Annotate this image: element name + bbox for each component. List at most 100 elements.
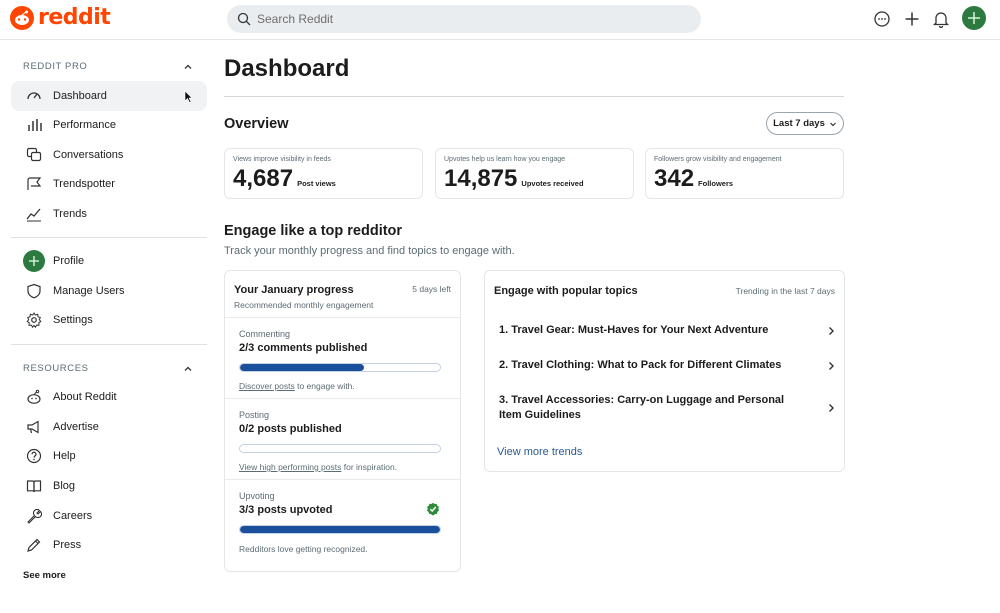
sidebar-item-manage-users[interactable]: Manage Users <box>11 276 207 306</box>
page-title: Dashboard <box>224 55 350 82</box>
stat-label: Upvotes received <box>521 179 584 188</box>
sidebar-item-label: Press <box>53 539 82 551</box>
card-divider <box>225 398 460 399</box>
section-heading-label: RESOURCES <box>23 363 89 374</box>
progress-hint: Redditors love getting recognized. <box>239 544 368 554</box>
chevron-up-icon[interactable] <box>183 62 193 72</box>
sidebar-item-press[interactable]: Press <box>11 530 207 560</box>
sidebar-divider <box>11 344 207 345</box>
chevron-up-icon[interactable] <box>183 364 193 374</box>
sidebar-item-dashboard[interactable]: Dashboard <box>11 81 207 111</box>
progress-category: Posting <box>239 410 270 420</box>
sidebar-item-label: Settings <box>53 314 93 326</box>
chat-icon[interactable] <box>871 8 893 30</box>
logo-text: reddit <box>38 5 111 30</box>
plus-icon[interactable] <box>901 8 923 30</box>
topic-item[interactable]: 1. Travel Gear: Must-Haves for Your Next… <box>499 323 835 338</box>
reddit-pro-heading[interactable]: REDDIT PRO <box>23 61 193 72</box>
user-avatar[interactable] <box>962 6 986 30</box>
progress-category: Commenting <box>239 329 291 339</box>
sidebar-item-trends[interactable]: Trends <box>11 199 207 229</box>
progress-bar-fill <box>240 526 440 533</box>
stat-hint: Views improve visibility in feeds <box>233 156 331 163</box>
wrench-icon <box>25 507 43 525</box>
overview-heading: Overview <box>224 116 289 132</box>
progress-bar-commenting <box>239 363 441 372</box>
sidebar-item-settings[interactable]: Settings <box>11 305 207 335</box>
sidebar-item-about-reddit[interactable]: About Reddit <box>11 382 207 412</box>
sidebar-item-profile[interactable]: Profile <box>11 246 207 276</box>
sidebar-item-help[interactable]: Help <box>11 441 207 471</box>
sidebar-item-trendspotter[interactable]: Trendspotter <box>11 169 207 199</box>
sidebar-item-label: Advertise <box>53 421 99 433</box>
topic-item[interactable]: 2. Travel Clothing: What to Pack for Dif… <box>499 358 835 373</box>
stat-value: 4,687 <box>233 165 294 192</box>
topics-title: Engage with popular topics <box>494 285 638 297</box>
engage-heading: Engage like a top redditor <box>224 223 403 239</box>
progress-value: 0/2 posts published <box>239 423 342 435</box>
sidebar-item-careers[interactable]: Careers <box>11 501 207 531</box>
card-divider <box>225 317 460 318</box>
reddit-logo[interactable]: reddit <box>10 5 111 30</box>
sidebar-item-performance[interactable]: Performance <box>11 110 207 140</box>
trend-line-icon <box>25 205 43 223</box>
search-icon <box>237 12 251 26</box>
sidebar-item-label: Careers <box>53 510 93 522</box>
stat-value: 14,875 <box>444 165 518 192</box>
discover-posts-link[interactable]: Discover posts <box>239 381 295 391</box>
monthly-progress-card: Your January progress 5 days left Recomm… <box>224 270 461 572</box>
resources-heading[interactable]: RESOURCES <box>23 363 193 374</box>
pen-icon <box>25 536 43 554</box>
progress-bar-posting <box>239 444 441 453</box>
sidebar-item-label: About Reddit <box>53 391 117 403</box>
stat-card-upvotes: Upvotes help us learn how you engage 14,… <box>435 148 634 199</box>
search-bar[interactable] <box>227 5 701 33</box>
sidebar-item-label: Blog <box>53 480 76 492</box>
see-more-link[interactable]: See more <box>23 570 66 581</box>
sidebar-item-advertise[interactable]: Advertise <box>11 412 207 442</box>
date-range-dropdown[interactable]: Last 7 days <box>766 112 844 135</box>
topic-label: 3. Travel Accessories: Carry-on Luggage … <box>499 394 785 421</box>
sidebar-item-label: Trendspotter <box>53 178 115 190</box>
shield-icon <box>25 282 43 300</box>
topics-trend-note: Trending in the last 7 days <box>735 286 835 296</box>
sidebar-item-label: Conversations <box>53 149 124 161</box>
card-divider <box>225 479 460 480</box>
progress-bar-fill <box>240 364 364 371</box>
progress-hint: View high performing posts for inspirati… <box>239 462 397 472</box>
date-range-label: Last 7 days <box>773 118 825 129</box>
popular-topics-card: Engage with popular topics Trending in t… <box>484 270 845 472</box>
view-more-trends-link[interactable]: View more trends <box>497 446 583 458</box>
check-badge-icon <box>427 502 439 516</box>
conversations-icon <box>25 146 43 164</box>
gauge-icon <box>25 87 43 105</box>
progress-title: Your January progress <box>234 284 354 296</box>
help-icon <box>25 447 43 465</box>
title-divider <box>224 96 844 97</box>
progress-value: 3/3 posts upvoted <box>239 504 333 516</box>
progress-subtitle: Recommended monthly engagement <box>234 300 374 310</box>
sidebar-item-label: Help <box>53 450 76 462</box>
engage-subheading: Track your monthly progress and find top… <box>224 245 515 257</box>
topic-item[interactable]: 3. Travel Accessories: Carry-on Luggage … <box>499 393 835 423</box>
progress-category: Upvoting <box>239 491 275 501</box>
chevron-right-icon <box>827 361 835 371</box>
bell-icon[interactable] <box>930 8 952 30</box>
stat-card-followers: Followers grow visibility and engagement… <box>645 148 844 199</box>
top-header: reddit <box>0 0 1000 40</box>
sidebar: REDDIT PRO Dashboard Performance Convers… <box>0 41 215 613</box>
cursor-pointer-icon <box>184 90 193 103</box>
sidebar-item-blog[interactable]: Blog <box>11 471 207 501</box>
stat-label: Post views <box>297 179 336 188</box>
search-input[interactable] <box>257 12 677 26</box>
chevron-right-icon <box>827 403 835 413</box>
stat-card-post-views: Views improve visibility in feeds 4,687 … <box>224 148 423 199</box>
sidebar-item-label: Manage Users <box>53 285 125 297</box>
view-high-performing-posts-link[interactable]: View high performing posts <box>239 462 342 472</box>
stat-value: 342 <box>654 165 695 192</box>
days-left-label: 5 days left <box>412 284 451 294</box>
bar-chart-icon <box>25 116 43 134</box>
sidebar-item-conversations[interactable]: Conversations <box>11 140 207 170</box>
progress-hint-text: for inspiration. <box>341 462 398 472</box>
sidebar-item-label: Performance <box>53 119 116 131</box>
